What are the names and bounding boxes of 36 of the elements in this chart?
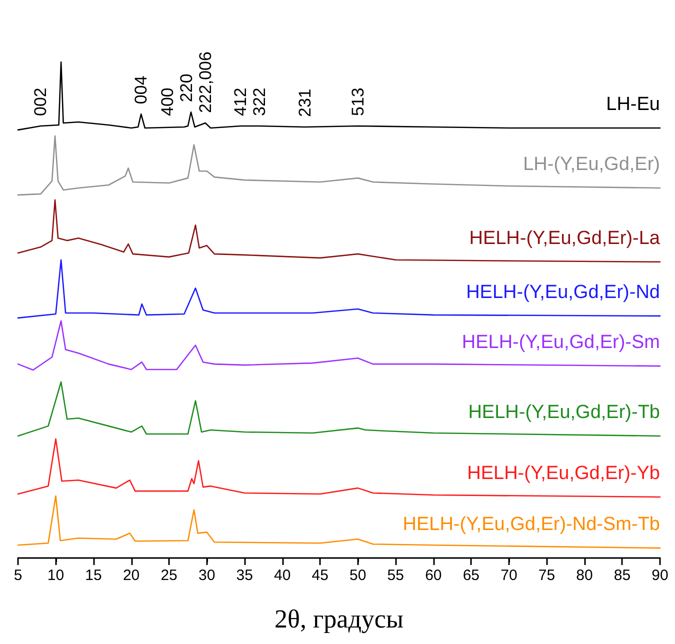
series-label: HELH-(Y,Eu,Gd,Er)-Yb [467,462,660,484]
x-tick-label: 55 [387,567,404,584]
x-tick-label: 5 [14,567,22,584]
x-tick-label: 30 [198,567,216,584]
series-label: HELH-(Y,Eu,Gd,Er)-Sm [462,332,660,354]
x-tick-label: 25 [160,567,178,584]
annotation: 002 [31,88,50,116]
series-label: HELH-(Y,Eu,Gd,Er)-Tb [468,402,660,423]
series-label: LH-(Y,Eu,Gd,Er) [523,154,660,175]
series-label: HELH-(Y,Eu,Gd,Er)-Nd [466,282,660,303]
x-tick-label: 65 [462,567,480,584]
x-tick-label: 60 [425,567,442,584]
x-tick-label: 80 [576,567,593,584]
x-tick-label: 75 [538,567,556,584]
x-tick-label: 90 [652,567,668,584]
annotation: 231 [296,88,315,117]
annotation: 513 [348,88,368,116]
annotation: 222,006 [196,52,215,114]
x-axis-title: 2θ, градусы [274,604,404,634]
series-label: LH-Eu [606,94,660,115]
x-tick-label: 35 [236,567,253,584]
x-tick-label: 85 [614,567,631,584]
annotation: 400 [158,88,177,116]
x-tick-label: 20 [122,567,140,584]
x-tick-label: 15 [85,567,102,584]
annotation: 004 [132,76,151,104]
annotation: 220 [176,74,196,102]
x-tick-label: 45 [312,567,328,584]
x-tick-label: 10 [47,567,64,584]
x-tick-label: 40 [274,567,291,584]
x-tick-label: 70 [500,567,518,584]
annotation: 322 [250,88,270,116]
x-tick-label: 50 [350,567,366,584]
series-label: HELH-(Y,Eu,Gd,Er)-La [469,228,660,249]
annotation: 412 [231,88,250,116]
series-label: HELH-(Y,Eu,Gd,Er)-Nd-Sm-Tb [402,514,660,536]
